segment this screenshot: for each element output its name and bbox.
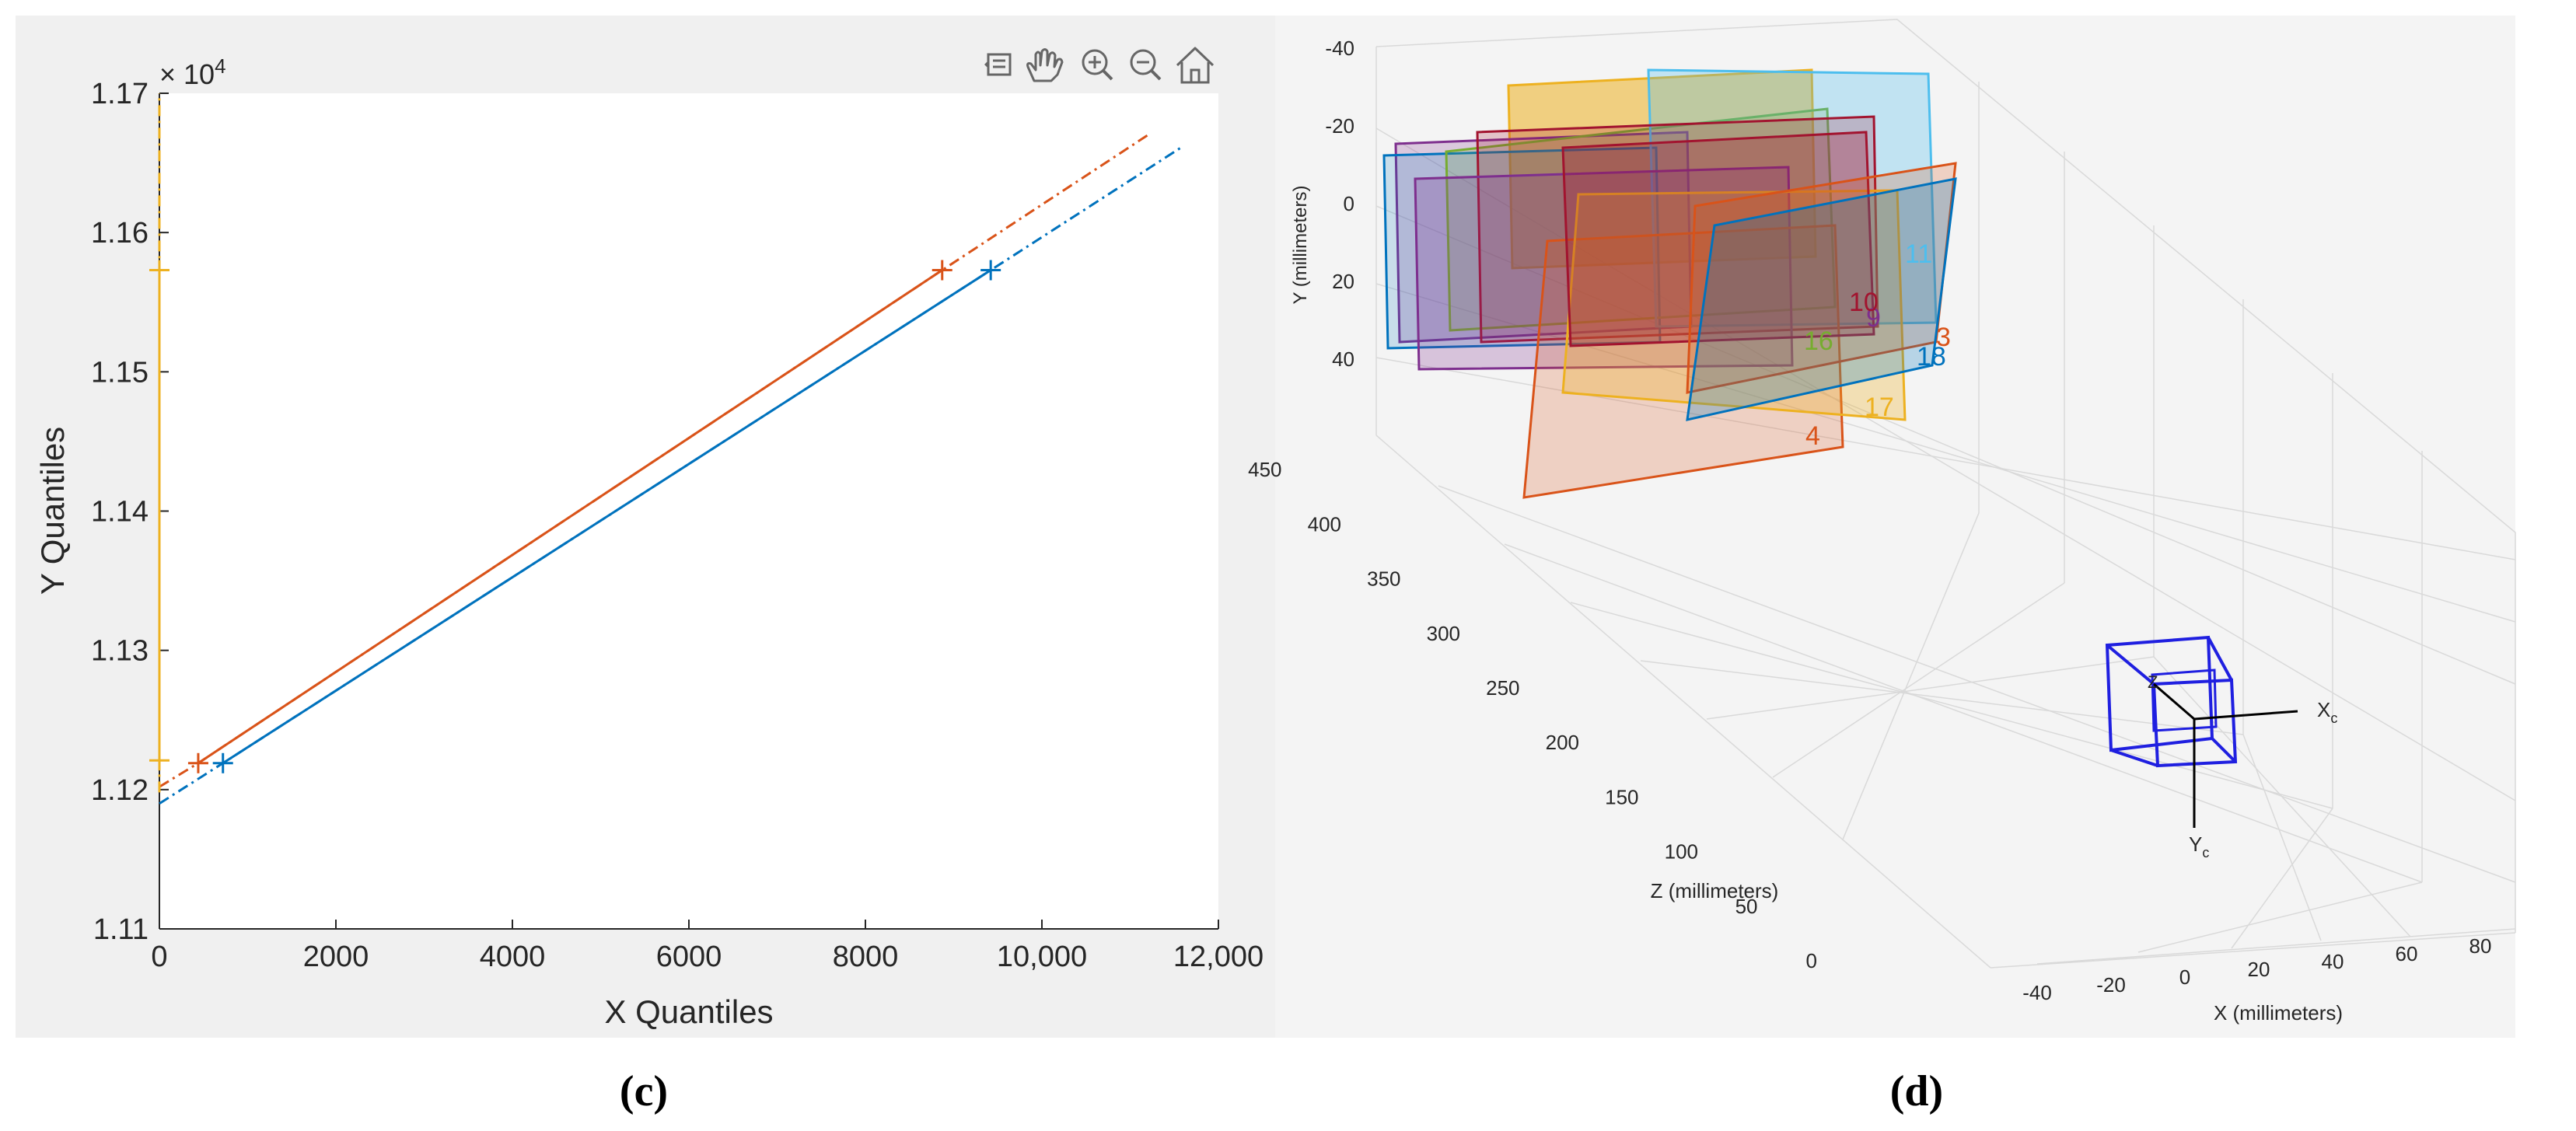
board-label: 18 bbox=[1917, 342, 1946, 372]
extrinsics-x-tick-label: 40 bbox=[2322, 950, 2344, 973]
extrinsics-x-tick-label: 80 bbox=[2469, 934, 2492, 958]
qq-y-ticks: 1.11 1.12 1.13 1.14 1.15 1.16 1.17 bbox=[91, 78, 169, 946]
qq-marker-orange-red bbox=[187, 752, 208, 773]
camera-y-axis-label: Yc bbox=[2189, 833, 2209, 860]
qq-y-tick-label: 1.14 bbox=[91, 496, 149, 529]
camera-z-axis-label: Z bbox=[2148, 672, 2158, 692]
extrinsics-x-tick-label: -20 bbox=[2096, 973, 2126, 997]
board-label: 3 bbox=[1936, 323, 1951, 352]
board-label: 16 bbox=[1804, 326, 1833, 356]
qq-reference-line-orange-red bbox=[159, 134, 1149, 788]
extrinsics-ticks: -40-2002040050100150200250300350400450-4… bbox=[1248, 37, 2491, 1004]
zoom-out-icon[interactable] bbox=[1130, 49, 1162, 81]
board-label: 10 bbox=[1849, 288, 1879, 317]
qq-y-label: Y Quantiles bbox=[34, 427, 71, 595]
qq-y-tick-label: 1.13 bbox=[91, 635, 149, 668]
extrinsics-z-tick-label: 450 bbox=[1248, 458, 1281, 481]
board-labels: 3 4 9 10 11 16 17 18 bbox=[1804, 239, 1951, 451]
extrinsics-y-tick-label: 0 bbox=[1344, 192, 1354, 215]
extrinsics-z-label: Z (millimeters) bbox=[1651, 879, 1779, 902]
qq-y-exponent: × 104 bbox=[159, 54, 226, 90]
pan-icon[interactable] bbox=[1026, 48, 1064, 82]
extrinsics-y-tick-label: -40 bbox=[1325, 37, 1354, 60]
qq-y-tick-label: 1.16 bbox=[91, 217, 149, 250]
qq-series-line-orange-red bbox=[197, 269, 943, 765]
qq-x-tick-label: 10,000 bbox=[997, 941, 1087, 973]
qq-x-tick-label: 4000 bbox=[480, 941, 546, 973]
extrinsics-y-tick-label: 20 bbox=[1332, 270, 1354, 293]
qq-y-tick-label: 1.12 bbox=[91, 774, 149, 807]
qq-series-line-blue bbox=[222, 269, 991, 765]
board-label: 4 bbox=[1805, 421, 1820, 451]
board-label: 17 bbox=[1865, 393, 1894, 422]
extrinsics-z-tick-label: 300 bbox=[1427, 622, 1460, 645]
extrinsics-x-label: X (millimeters) bbox=[2214, 1001, 2343, 1025]
panel-label-d: (d) bbox=[1890, 1067, 1943, 1115]
extrinsics-z-tick-label: 100 bbox=[1665, 840, 1698, 864]
extrinsics-y-tick-label: -20 bbox=[1325, 114, 1354, 138]
extrinsics-z-tick-label: 50 bbox=[1735, 895, 1758, 918]
board-shape bbox=[1561, 189, 1907, 421]
qq-marker-yellow bbox=[149, 260, 170, 281]
camera-x-axis-label: Xc bbox=[2317, 698, 2337, 726]
qq-x-tick-label: 0 bbox=[151, 941, 167, 973]
home-icon[interactable] bbox=[1176, 47, 1215, 84]
extrinsics-z-tick-label: 200 bbox=[1546, 731, 1579, 754]
board-label: 9 bbox=[1866, 303, 1881, 333]
qq-y-tick-label: 1.15 bbox=[91, 356, 149, 389]
camera-model bbox=[2105, 635, 2238, 768]
qq-x-ticks: 0 2000 4000 6000 8000 10,000 12,000 bbox=[151, 920, 1264, 973]
qq-y-tick-label: 1.17 bbox=[91, 78, 149, 110]
board-shape bbox=[1522, 224, 1844, 499]
extrinsics-z-tick-label: 250 bbox=[1486, 676, 1519, 700]
axes-toolbar bbox=[982, 47, 1215, 84]
board-shape bbox=[1686, 177, 1957, 421]
board-label: 11 bbox=[1905, 239, 1932, 269]
qq-marker-yellow bbox=[149, 750, 170, 771]
qq-panel: 0 2000 4000 6000 8000 10,000 12,000 1.111.121.… bbox=[16, 16, 1275, 1038]
zoom-in-icon[interactable] bbox=[1082, 49, 1113, 81]
extrinsics-z-tick-label: 0 bbox=[1806, 949, 1817, 972]
extrinsics-z-tick-label: 150 bbox=[1605, 785, 1638, 808]
extrinsics-y-tick-label: 40 bbox=[1332, 347, 1354, 371]
extrinsics-z-tick-label: 350 bbox=[1367, 567, 1400, 591]
qq-marker-blue bbox=[980, 260, 1001, 281]
qq-y-tick-label: 1.11 bbox=[93, 913, 149, 946]
board-shape bbox=[1414, 166, 1794, 371]
qq-x-tick-label: 12,000 bbox=[1173, 941, 1264, 973]
qq-x-tick-label: 2000 bbox=[303, 941, 369, 973]
qq-series bbox=[149, 93, 1184, 805]
qq-x-tick-label: 6000 bbox=[656, 941, 722, 973]
extrinsics-y-label: Y (millimeters) bbox=[1290, 186, 1311, 305]
extrinsics-x-tick-label: 0 bbox=[2179, 965, 2190, 989]
calibration-boards bbox=[1382, 68, 1957, 499]
qq-marker-blue bbox=[212, 752, 233, 773]
data-tips-icon[interactable] bbox=[982, 48, 1016, 82]
board-shape bbox=[1647, 68, 1938, 328]
qq-axes-area bbox=[159, 93, 1218, 929]
qq-x-tick-label: 8000 bbox=[833, 941, 899, 973]
extrinsics-x-tick-label: 20 bbox=[2248, 958, 2270, 981]
camera-axes bbox=[2153, 682, 2298, 828]
panel-label-c: (c) bbox=[620, 1067, 668, 1115]
qq-x-label: X Quantiles bbox=[604, 993, 773, 1030]
extrinsics-x-tick-label: 60 bbox=[2396, 942, 2418, 965]
qq-marker-orange-red bbox=[931, 260, 952, 281]
extrinsics-z-tick-label: 400 bbox=[1308, 512, 1341, 536]
board-shape bbox=[1561, 131, 1875, 347]
extrinsics-x-tick-label: -40 bbox=[2022, 981, 2052, 1004]
